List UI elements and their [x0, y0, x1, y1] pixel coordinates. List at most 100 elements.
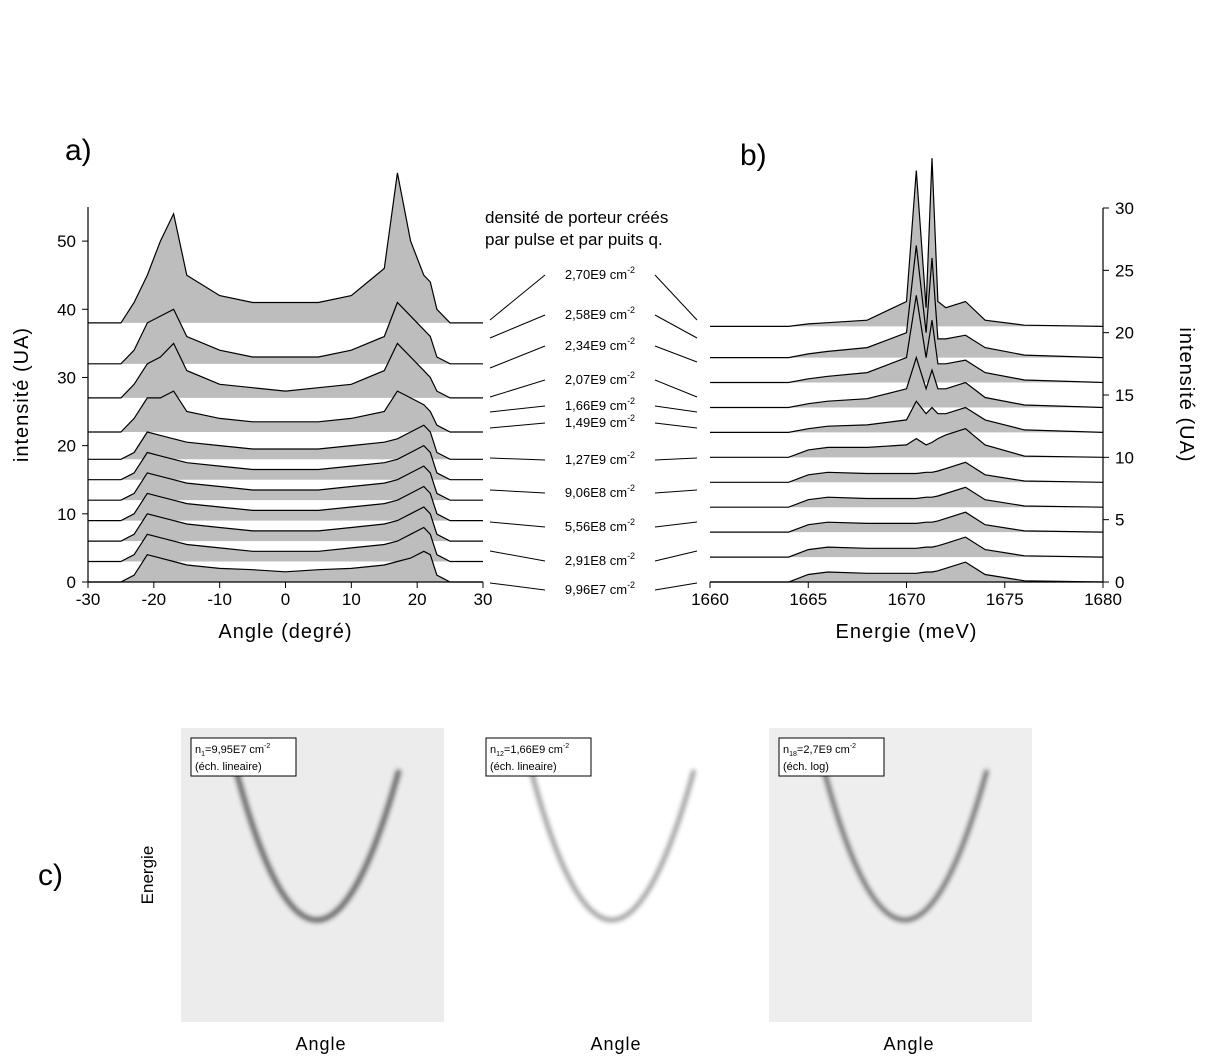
scale-note: (éch. lineaire)	[490, 761, 557, 773]
density-exponent: -2	[627, 370, 635, 380]
density-exponent: -2	[627, 580, 635, 590]
density-value: 2,91E8 cm	[565, 553, 627, 568]
connector	[489, 314, 546, 339]
area	[710, 357, 1103, 408]
density-note: n18=2,7E9 cm-2	[783, 743, 856, 758]
density-exponent: -2	[627, 483, 635, 493]
n-exp: -2	[264, 743, 270, 750]
n: n	[195, 744, 201, 756]
density-note: n1=9,95E7 cm-2	[195, 743, 270, 758]
connector	[489, 457, 546, 461]
panel-label: a)	[65, 134, 92, 167]
curve	[710, 511, 1104, 533]
x-tick-label: -30	[76, 590, 101, 609]
n: n	[783, 744, 789, 756]
x-axis-label: Energie (meV)	[836, 621, 978, 643]
connector	[489, 489, 546, 494]
connector	[489, 274, 546, 321]
connector	[489, 582, 546, 591]
area	[88, 425, 483, 460]
curve	[710, 461, 1104, 483]
n-exp: -2	[563, 743, 569, 750]
x-tick-label: 1670	[888, 590, 926, 609]
y-tick-label: 5	[1115, 511, 1124, 530]
connector	[489, 422, 546, 429]
density-value: 1,49E9 cm	[565, 415, 627, 430]
density-exponent: -2	[627, 265, 635, 275]
x-tick-label: 1675	[986, 590, 1024, 609]
curve	[88, 342, 483, 399]
y-axis-label: intensité (UA)	[11, 327, 33, 462]
y-tick-label: 0	[67, 573, 76, 592]
curve	[88, 485, 483, 522]
n-sub: 12	[496, 751, 504, 758]
legend-box	[778, 737, 885, 777]
curve	[710, 295, 1104, 384]
connector	[489, 521, 546, 528]
curve	[710, 486, 1104, 508]
area	[710, 562, 1103, 582]
density-value: 1,66E9 cm	[565, 398, 627, 413]
x-tick-label: -10	[207, 590, 232, 609]
y-tick-label: 30	[57, 368, 76, 387]
y-tick-label: 15	[1115, 386, 1134, 405]
curve	[710, 400, 1104, 433]
density-label: 1,27E9 cm-2	[565, 450, 635, 467]
curve	[88, 172, 483, 324]
density-label: 9,06E8 cm-2	[565, 483, 635, 500]
connector	[489, 379, 546, 398]
density-label: 2,58E9 cm-2	[565, 305, 635, 322]
density-exponent: -2	[627, 551, 635, 561]
y-tick-label: 20	[1115, 324, 1134, 343]
image	[181, 728, 444, 1022]
density-exponent: -2	[627, 396, 635, 406]
y-tick-label: 0	[1115, 573, 1124, 592]
y-tick-label: 10	[1115, 448, 1134, 467]
density-exponent: -2	[627, 305, 635, 315]
curve	[710, 561, 1104, 583]
n-sub: 18	[789, 751, 797, 758]
density-value: 2,07E9 cm	[565, 372, 627, 387]
x-axis-label: Angle (degré)	[218, 621, 352, 643]
area	[710, 401, 1103, 433]
area	[88, 466, 483, 501]
curve	[88, 301, 483, 365]
density-title: densité de porteur créés	[485, 208, 668, 227]
dispersion	[529, 769, 696, 922]
density-label: 1,66E9 cm-2	[565, 396, 635, 413]
n: n	[490, 744, 496, 756]
y-tick-label: 10	[57, 505, 76, 524]
legend-box	[485, 737, 592, 777]
x-tick-label: 1660	[691, 590, 729, 609]
connector	[654, 422, 698, 429]
density-label: 2,34E9 cm-2	[565, 336, 635, 353]
n-sub: 1	[201, 751, 205, 758]
density-label: 5,56E8 cm-2	[565, 517, 635, 534]
density-note: n12=1,66E9 cm-2	[490, 743, 569, 758]
curve	[88, 506, 483, 542]
connector	[654, 379, 698, 398]
density-label: 9,96E7 cm-2	[565, 580, 635, 597]
density-value: 9,06E8 cm	[565, 485, 627, 500]
density-value: 2,70E9 cm	[565, 267, 627, 282]
area	[710, 245, 1103, 358]
connector	[489, 405, 546, 413]
density-exponent: -2	[627, 450, 635, 460]
area	[88, 391, 483, 432]
curve	[710, 355, 1104, 409]
connector	[654, 582, 698, 591]
curve	[710, 536, 1104, 558]
connector	[654, 521, 698, 528]
x-tick-label: 30	[474, 590, 493, 609]
area	[710, 537, 1103, 558]
density-label: 2,07E9 cm-2	[565, 370, 635, 387]
curve	[710, 245, 1104, 359]
connector	[489, 550, 546, 562]
area	[88, 172, 483, 323]
density-label: 1,49E9 cm-2	[565, 413, 635, 430]
density-value: 2,58E9 cm	[565, 307, 627, 322]
n-value: =2,7E9 cm	[797, 744, 850, 756]
y-tick-label: 20	[57, 437, 76, 456]
area	[88, 343, 483, 398]
y-tick-label: 30	[1115, 199, 1134, 218]
